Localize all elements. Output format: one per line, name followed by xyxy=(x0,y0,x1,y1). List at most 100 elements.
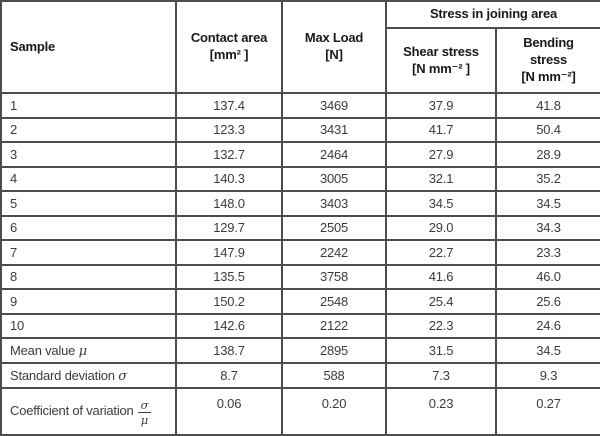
mean-label-cell: Mean value μ xyxy=(0,337,177,364)
col-group-header-stress: Stress in joining area xyxy=(385,0,600,29)
bending-stress-cell: 35.2 xyxy=(495,165,600,192)
bending-stress-cell: 50.4 xyxy=(495,116,600,143)
max-load-cell: 2242 xyxy=(281,239,387,266)
std-shear-stress: 7.3 xyxy=(385,362,497,389)
bending-stress-cell: 25.6 xyxy=(495,288,600,315)
sample-cell: 4 xyxy=(0,165,177,192)
contact-area-label: Contact area xyxy=(190,30,268,46)
table-row: 8 135.5 3758 41.6 46.0 xyxy=(0,263,600,290)
sample-cell: 5 xyxy=(0,190,177,217)
col-header-bending-stress: Bending stress [N mm⁻²] xyxy=(495,27,600,94)
cov-shear-stress: 0.23 xyxy=(385,387,497,436)
table-row: 3 132.7 2464 27.9 28.9 xyxy=(0,141,600,168)
bending-stress-cell: 23.3 xyxy=(495,239,600,266)
fraction-numerator-sigma: σ xyxy=(137,399,152,413)
bending-stress-cell: 24.6 xyxy=(495,312,600,339)
sample-cell: 10 xyxy=(0,312,177,339)
mean-contact-area: 138.7 xyxy=(175,337,283,364)
bending-stress-cell: 34.3 xyxy=(495,214,600,241)
max-load-cell: 3758 xyxy=(281,263,387,290)
shear-stress-cell: 32.1 xyxy=(385,165,497,192)
bending-stress-label: Bending xyxy=(523,35,574,51)
max-load-cell: 2122 xyxy=(281,312,387,339)
std-dev-label-cell: Standard deviation σ xyxy=(0,362,177,389)
mean-bending-stress: 34.5 xyxy=(495,337,600,364)
bending-stress-cell: 41.8 xyxy=(495,92,600,119)
contact-area-cell: 132.7 xyxy=(175,141,283,168)
contact-area-cell: 148.0 xyxy=(175,190,283,217)
shear-stress-cell: 25.4 xyxy=(385,288,497,315)
table-row: 1 137.4 3469 37.9 41.8 xyxy=(0,92,600,119)
sample-cell: 2 xyxy=(0,116,177,143)
col-header-max-load: Max Load [N] xyxy=(281,0,387,94)
header-row-group: Sample Contact area [mm² ] Max Load [N] … xyxy=(0,0,600,94)
table-row: 7 147.9 2242 22.7 23.3 xyxy=(0,239,600,266)
table-row: 9 150.2 2548 25.4 25.6 xyxy=(0,288,600,315)
max-load-cell: 3431 xyxy=(281,116,387,143)
std-max-load: 588 xyxy=(281,362,387,389)
mean-row: Mean value μ 138.7 2895 31.5 34.5 xyxy=(0,337,600,364)
mean-label: Mean value xyxy=(10,342,76,358)
contact-area-cell: 140.3 xyxy=(175,165,283,192)
shear-stress-unit: [N mm⁻² ] xyxy=(412,60,470,76)
shear-stress-label: Shear stress xyxy=(403,43,479,59)
shear-stress-cell: 41.6 xyxy=(385,263,497,290)
col-header-contact-area: Contact area [mm² ] xyxy=(175,0,283,94)
shear-stress-cell: 41.7 xyxy=(385,116,497,143)
bending-stress-cell: 28.9 xyxy=(495,141,600,168)
table-row: 6 129.7 2505 29.0 34.3 xyxy=(0,214,600,241)
contact-area-cell: 135.5 xyxy=(175,263,283,290)
max-load-cell: 3469 xyxy=(281,92,387,119)
shear-stress-cell: 29.0 xyxy=(385,214,497,241)
contact-area-cell: 129.7 xyxy=(175,214,283,241)
max-load-cell: 2505 xyxy=(281,214,387,241)
coeff-variation-label: Coefficient of variation xyxy=(10,402,134,418)
max-load-cell: 3403 xyxy=(281,190,387,217)
mean-shear-stress: 31.5 xyxy=(385,337,497,364)
std-dev-label: Standard deviation xyxy=(10,367,115,383)
max-load-cell: 3005 xyxy=(281,165,387,192)
header-row-sub: Shear stress [N mm⁻² ] Bending stress [N… xyxy=(1,27,600,94)
max-load-label: Max Load xyxy=(304,30,364,46)
mu-symbol: μ xyxy=(78,343,87,359)
sample-cell: 3 xyxy=(0,141,177,168)
std-contact-area: 8.7 xyxy=(175,362,283,389)
contact-area-cell: 137.4 xyxy=(175,92,283,119)
sample-cell: 6 xyxy=(0,214,177,241)
mean-max-load: 2895 xyxy=(281,337,387,364)
shear-stress-cell: 22.7 xyxy=(385,239,497,266)
fraction-denominator-mu: μ xyxy=(140,413,149,427)
contact-area-cell: 142.6 xyxy=(175,312,283,339)
max-load-cell: 2548 xyxy=(281,288,387,315)
table-row: 4 140.3 3005 32.1 35.2 xyxy=(0,165,600,192)
max-load-cell: 2464 xyxy=(281,141,387,168)
bending-stress-unit: [N mm⁻²] xyxy=(521,68,576,84)
table-row: 10 142.6 2122 22.3 24.6 xyxy=(0,312,600,339)
shear-stress-cell: 27.9 xyxy=(385,141,497,168)
col-header-shear-stress: Shear stress [N mm⁻² ] xyxy=(385,27,497,94)
table-row: 5 148.0 3403 34.5 34.5 xyxy=(0,190,600,217)
sample-cell: 9 xyxy=(0,288,177,315)
coeff-variation-row: Coefficient of variation σ μ 0.06 0.20 0.2… xyxy=(0,387,600,436)
contact-area-unit: [mm² ] xyxy=(209,47,249,62)
contact-area-cell: 123.3 xyxy=(175,116,283,143)
sample-cell: 8 xyxy=(0,263,177,290)
bending-stress-cell: 34.5 xyxy=(495,190,600,217)
contact-area-cell: 150.2 xyxy=(175,288,283,315)
contact-area-cell: 147.9 xyxy=(175,239,283,266)
shear-stress-cell: 37.9 xyxy=(385,92,497,119)
max-load-unit: [N] xyxy=(325,47,343,62)
coeff-variation-label-cell: Coefficient of variation σ μ xyxy=(0,387,177,436)
cov-contact-area: 0.06 xyxy=(175,387,283,436)
cov-max-load: 0.20 xyxy=(281,387,387,436)
shear-stress-cell: 22.3 xyxy=(385,312,497,339)
table-row: 2 123.3 3431 41.7 50.4 xyxy=(0,116,600,143)
bending-stress-label2: stress xyxy=(529,52,568,68)
bending-stress-cell: 46.0 xyxy=(495,263,600,290)
std-bending-stress: 9.3 xyxy=(495,362,600,389)
sample-cell: 1 xyxy=(0,92,177,119)
std-dev-row: Standard deviation σ 8.7 588 7.3 9.3 xyxy=(0,362,600,389)
shear-stress-cell: 34.5 xyxy=(385,190,497,217)
